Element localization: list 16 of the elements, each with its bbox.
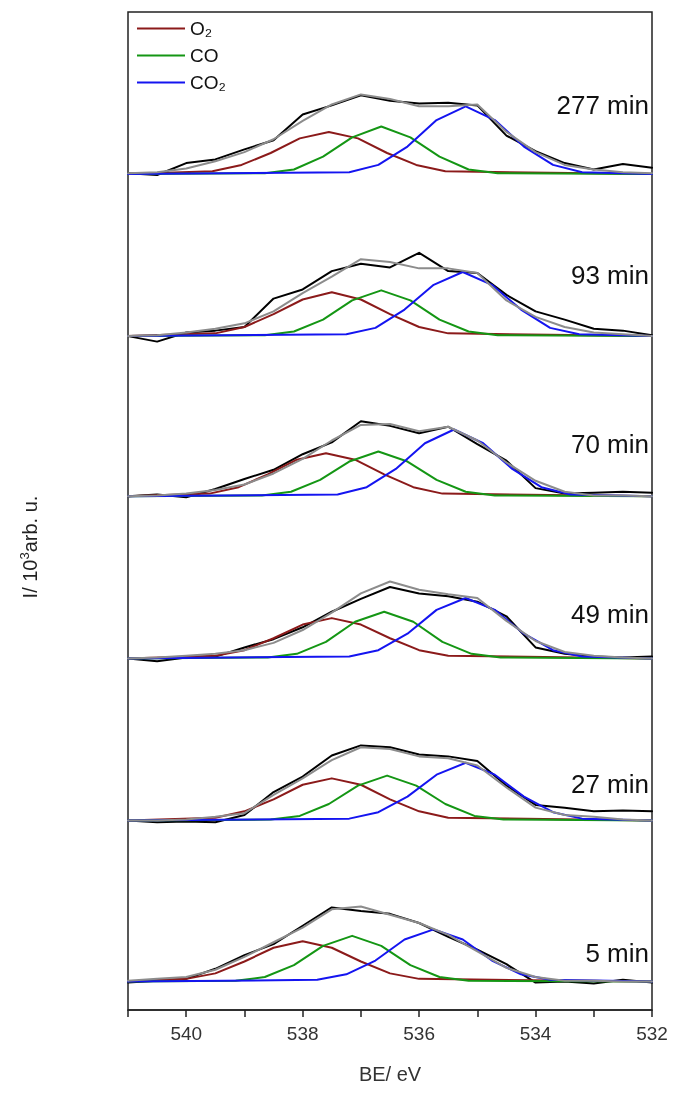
legend-label: CO₂ <box>190 72 226 93</box>
x-tick-label: 536 <box>403 1023 435 1044</box>
x-tick-label: 540 <box>170 1023 203 1044</box>
y-axis-title: I/ 103arb. u. <box>17 495 41 599</box>
legend-label: CO <box>190 45 219 66</box>
annotation: 49 min <box>570 598 650 629</box>
x-tick-label: 532 <box>636 1023 668 1044</box>
x-tick-label: 534 <box>519 1023 552 1044</box>
annotation: 5 min <box>585 938 649 969</box>
x-axis-title: BE/ eV <box>358 1063 422 1085</box>
x-tick-label: 538 <box>286 1023 319 1044</box>
annotation: 277 min <box>556 90 649 120</box>
annotation: 27 min <box>570 768 650 799</box>
annotation: 70 min <box>570 429 650 460</box>
annotation: 93 min <box>570 259 650 290</box>
legend-label: O₂ <box>190 18 213 39</box>
